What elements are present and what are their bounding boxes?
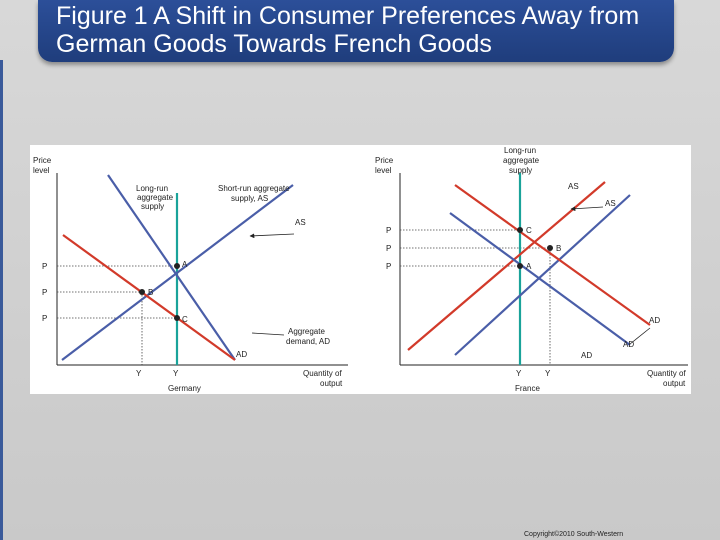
slide-title: Figure 1 A Shift in Consumer Preferences… — [56, 2, 640, 58]
germany-point-a-label: A — [182, 260, 188, 269]
france-point-b-label: B — [556, 244, 561, 253]
germany-point-c-label: C — [182, 315, 188, 324]
france-point-a-label: A — [526, 262, 532, 271]
germany-shift-arrow — [249, 233, 295, 239]
france-ad3-label: AD — [623, 340, 634, 349]
germany-lras-label-3: supply — [141, 202, 164, 211]
germany-quantity-axis-label-2: output — [320, 379, 343, 388]
title-banner — [38, 0, 674, 62]
germany-ad-label-2: demand, AD — [286, 337, 330, 346]
france-y1-label: Y — [516, 369, 522, 378]
france-ad1-label: AD — [649, 316, 660, 325]
germany-lras-label: Long-run — [136, 184, 168, 193]
germany-point-b-label: B — [148, 288, 153, 297]
germany-country-label: Germany — [168, 384, 201, 393]
germany-p3-label: P — [42, 314, 47, 323]
france-p3-label: P — [386, 226, 391, 235]
germany-ad2-line — [62, 234, 236, 361]
france-ad2-label: AD — [581, 351, 592, 360]
france-guides — [400, 229, 551, 365]
france-as1-line — [454, 194, 631, 356]
france-p1-label: P — [386, 262, 391, 271]
germany-price-axis-label-2: level — [33, 166, 50, 175]
germany-lras-label-2: aggregate — [137, 193, 174, 202]
france-quantity-axis-label: Quantity of — [647, 369, 686, 378]
france-p2-label: P — [386, 244, 391, 253]
france-point-b — [547, 245, 553, 251]
france-shift-arrow — [570, 206, 604, 212]
france-as2-label: AS — [568, 182, 579, 191]
france-y2-label: Y — [545, 369, 551, 378]
germany-ad2-label: AD — [236, 350, 247, 359]
france-price-axis-label-2: level — [375, 166, 392, 175]
france-country-label: France — [515, 384, 540, 393]
figure-panel: Price level Quantity of output Germany — [30, 145, 691, 394]
figure-diagram: Price level Quantity of output Germany — [33, 146, 688, 393]
germany-price-axis-label: Price — [33, 156, 52, 165]
germany-as-label: AS — [295, 218, 306, 227]
germany-y2-label: Y — [136, 369, 142, 378]
france-lras-label-3: supply — [509, 166, 532, 175]
germany-point-b — [139, 289, 145, 295]
france-lras-label-2: aggregate — [503, 156, 540, 165]
germany-point-c — [174, 315, 180, 321]
germany-panel: Price level Quantity of output Germany — [33, 156, 348, 393]
germany-point-a — [174, 263, 180, 269]
germany-p2-label: P — [42, 288, 47, 297]
france-quantity-axis-label-2: output — [663, 379, 686, 388]
germany-ad1-line — [107, 174, 236, 361]
france-point-c — [517, 227, 523, 233]
france-ad1-line — [454, 184, 651, 326]
copyright-notice: Copyright©2010 South-Western — [524, 531, 624, 538]
left-accent-rule — [0, 60, 3, 540]
france-point-a — [517, 263, 523, 269]
france-panel: Price level Quantity of output France — [375, 146, 688, 393]
france-as1-label: AS — [605, 199, 616, 208]
france-ad-arrow — [629, 327, 651, 345]
france-price-axis-label: Price — [375, 156, 394, 165]
france-lras-label: Long-run — [504, 146, 536, 155]
france-ad2-line — [449, 212, 631, 346]
france-as2-line — [407, 181, 606, 351]
germany-sras-label-2: supply, AS — [231, 194, 268, 203]
germany-quantity-axis-label: Quantity of — [303, 369, 342, 378]
germany-ad-arrow — [251, 332, 285, 336]
germany-p1-label: P — [42, 262, 47, 271]
germany-y1-label: Y — [173, 369, 179, 378]
germany-sras-label: Short-run aggregate — [218, 184, 290, 193]
france-point-c-label: C — [526, 226, 532, 235]
germany-sras-line — [61, 184, 294, 361]
germany-ad-label: Aggregate — [288, 327, 325, 336]
